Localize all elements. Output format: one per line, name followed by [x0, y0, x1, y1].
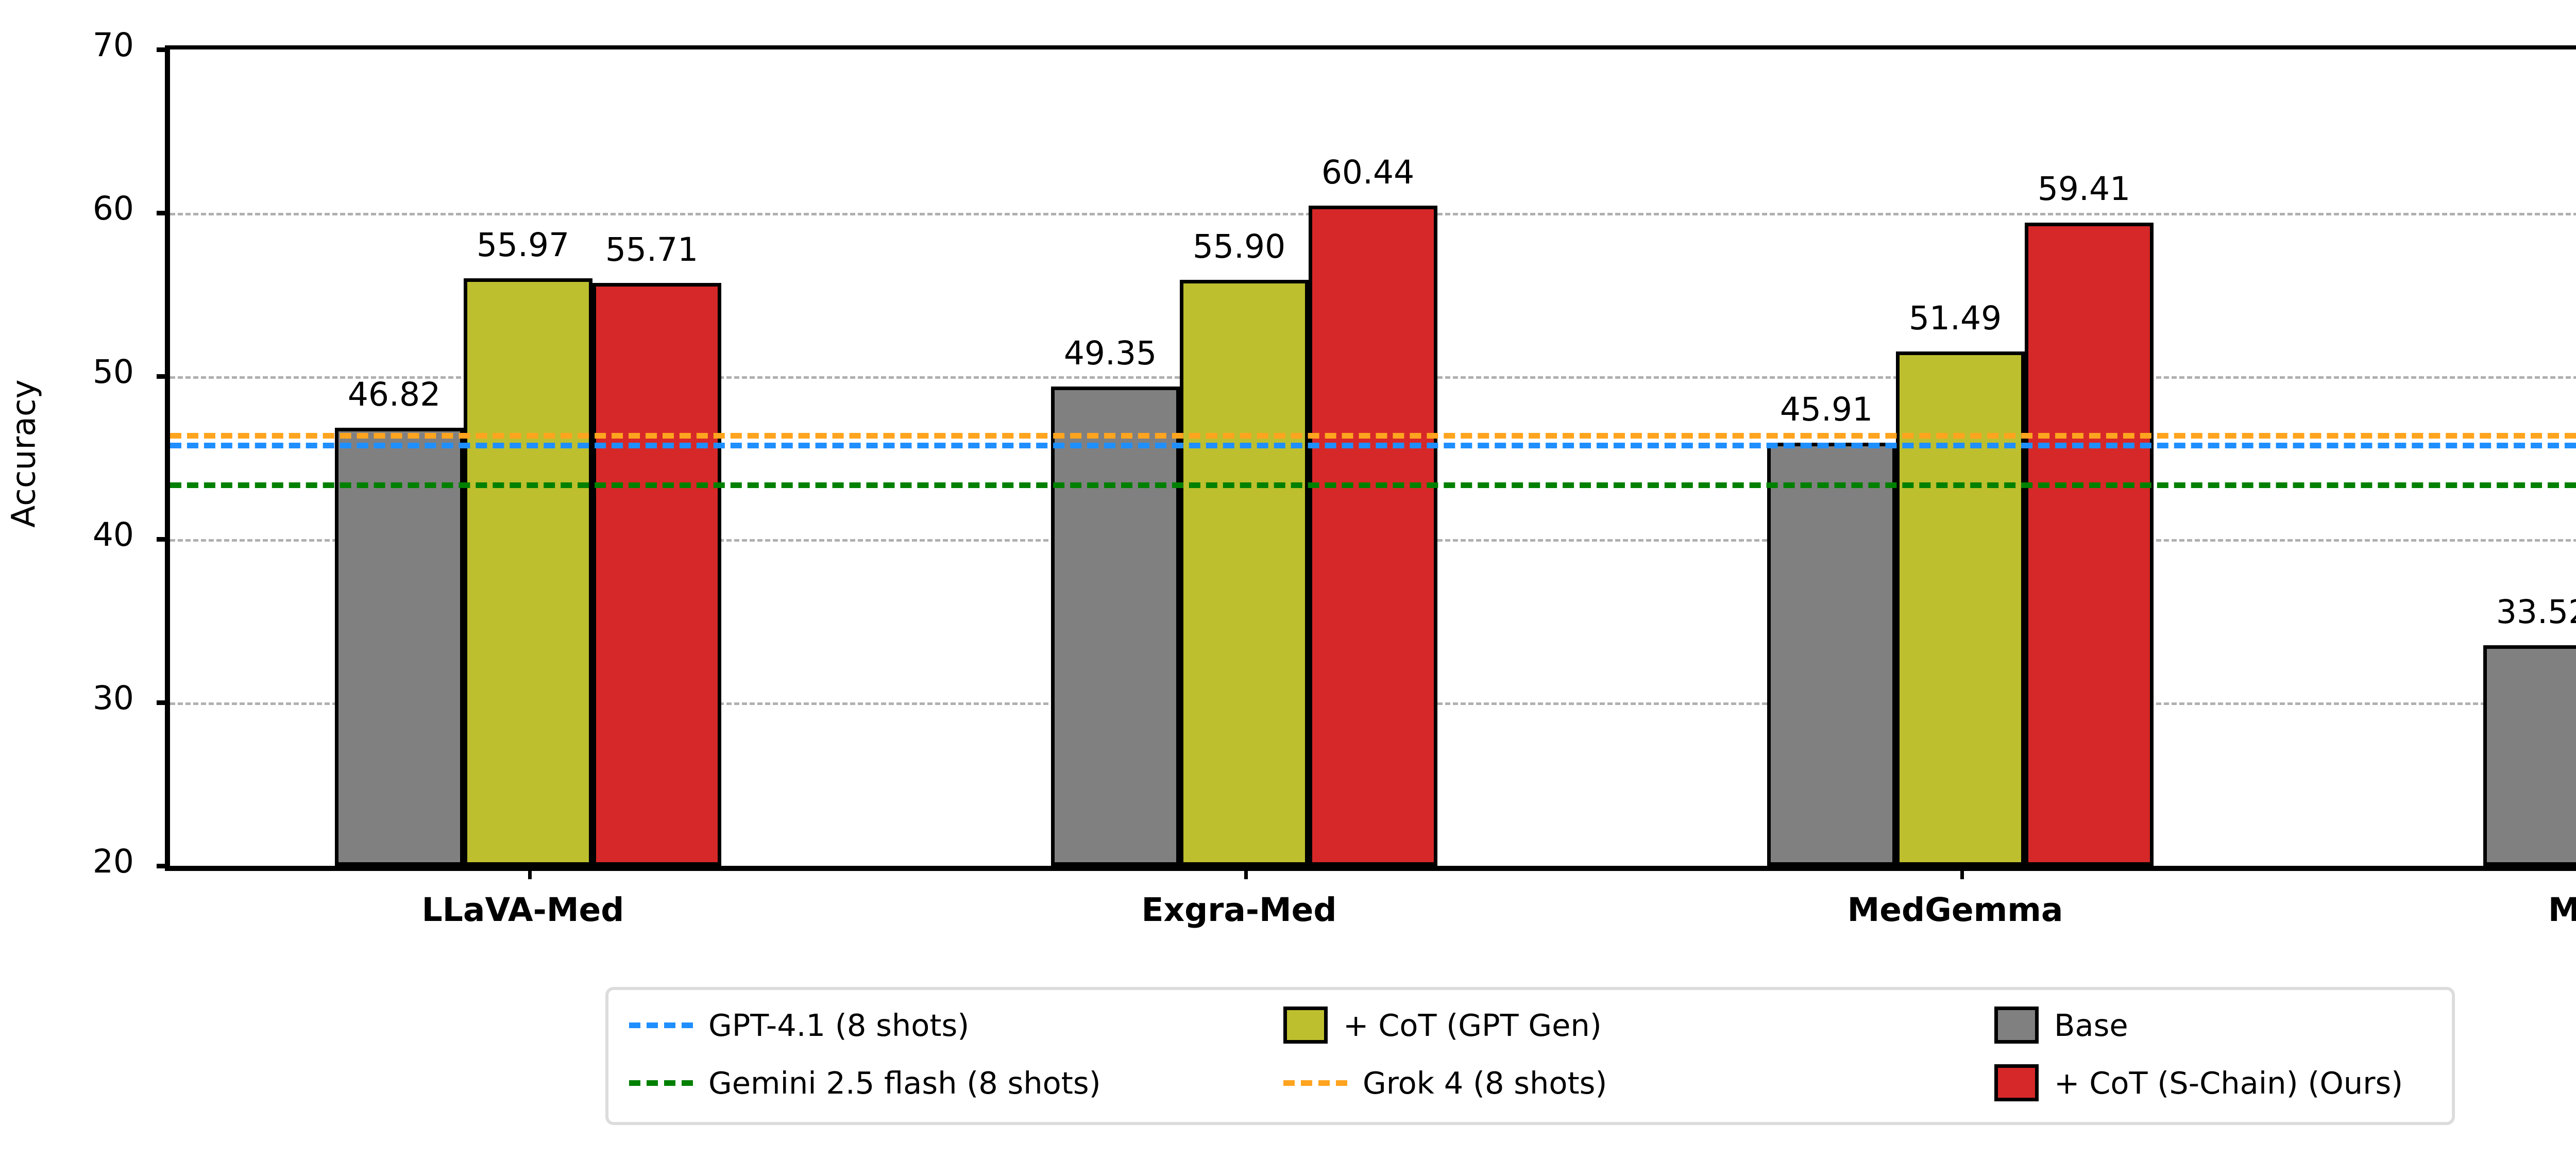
bar-value-label: 55.97: [476, 226, 570, 264]
bar-llava-med--cot-s-chain-ours-[interactable]: [592, 282, 721, 866]
legend-item[interactable]: Base: [1994, 1004, 2128, 1046]
reference-line-gemini-2-5-flash-8-shots-: [170, 482, 2576, 488]
bar-value-label: 51.49: [1908, 299, 2002, 338]
x-tick-mark: [1960, 866, 1964, 879]
y-tick-label: 20: [92, 843, 134, 880]
x-tick-mark: [1244, 866, 1248, 879]
bar-value-label: 49.35: [1063, 334, 1157, 373]
reference-line-gpt-4-1-8-shots-: [170, 443, 2576, 449]
y-tick-mark: [157, 47, 170, 52]
y-tick-label: 60: [92, 189, 134, 227]
legend-label: Gemini 2.5 flash (8 shots): [708, 1065, 1101, 1101]
bar-value-label: 45.91: [1780, 391, 1873, 429]
bar-medgemma--cot-gpt-gen-[interactable]: [1896, 351, 2025, 866]
y-tick-label: 70: [92, 26, 134, 64]
x-tick-label: Exgra-Med: [1141, 891, 1337, 929]
bar-exgra-med--cot-gpt-gen-[interactable]: [1180, 279, 1309, 866]
legend-label: Base: [2054, 1007, 2128, 1043]
y-axis-title: Accuracy: [0, 0, 67, 907]
legend-item[interactable]: GPT-4.1 (8 shots): [629, 1004, 969, 1046]
legend-item[interactable]: Grok 4 (8 shots): [1283, 1062, 1607, 1103]
bar-llava-med--cot-gpt-gen-[interactable]: [464, 278, 592, 866]
bar-value-label: 60.44: [1321, 153, 1415, 191]
legend-dashed-line-swatch: [629, 1080, 693, 1086]
y-tick-mark: [157, 537, 170, 542]
plot-area: [157, 45, 2576, 879]
x-tick-label: MedFlamingo: [2548, 891, 2576, 929]
legend-label: + CoT (S-Chain) (Ours): [2054, 1065, 2403, 1101]
bar-exgra-med--cot-s-chain-ours-[interactable]: [1309, 205, 1437, 866]
legend-patch-swatch: [1994, 1064, 2039, 1101]
legend-patch-swatch: [1283, 1007, 1328, 1044]
legend-dashed-line-swatch: [629, 1022, 693, 1028]
y-tick-mark: [157, 700, 170, 706]
bar-exgra-med-base[interactable]: [1051, 387, 1180, 866]
legend-dashed-line-swatch: [1283, 1080, 1347, 1086]
bar-value-label: 55.90: [1192, 227, 1286, 265]
y-tick-label: 40: [92, 516, 134, 554]
bar-value-label: 55.71: [605, 230, 699, 269]
legend-item[interactable]: + CoT (GPT Gen): [1283, 1004, 1602, 1046]
bar-medflamingo-base[interactable]: [2483, 645, 2576, 866]
bar-medgemma--cot-s-chain-ours-[interactable]: [2025, 222, 2154, 866]
plot-inner: [170, 49, 2576, 866]
bar-value-label: 33.52: [2496, 593, 2576, 631]
y-tick-label: 30: [92, 679, 134, 717]
y-tick-mark: [157, 374, 170, 379]
bar-value-label: 59.41: [2037, 170, 2131, 208]
x-tick-mark: [528, 866, 532, 879]
legend-label: Grok 4 (8 shots): [1363, 1065, 1607, 1101]
bar-llava-med-base[interactable]: [335, 428, 464, 866]
legend-item[interactable]: + CoT (S-Chain) (Ours): [1994, 1062, 2403, 1103]
legend-label: + CoT (GPT Gen): [1343, 1007, 1602, 1043]
x-tick-label: MedGemma: [1847, 891, 2063, 929]
bar-value-label: 46.82: [347, 376, 441, 414]
reference-line-grok-4-8-shots-: [170, 433, 2576, 439]
legend-item[interactable]: Gemini 2.5 flash (8 shots): [629, 1062, 1101, 1103]
y-tick-label: 50: [92, 353, 134, 391]
bar-medgemma-base[interactable]: [1767, 443, 1896, 866]
y-tick-mark: [157, 864, 170, 868]
y-tick-mark: [157, 210, 170, 215]
legend-patch-swatch: [1994, 1007, 2039, 1044]
legend-label: GPT-4.1 (8 shots): [708, 1007, 970, 1043]
y-axis-title-text: Accuracy: [5, 379, 43, 528]
chart-legend[interactable]: GPT-4.1 (8 shots) Gemini 2.5 flash (8 sho…: [605, 987, 2455, 1125]
x-tick-label: LLaVA-Med: [421, 891, 624, 929]
